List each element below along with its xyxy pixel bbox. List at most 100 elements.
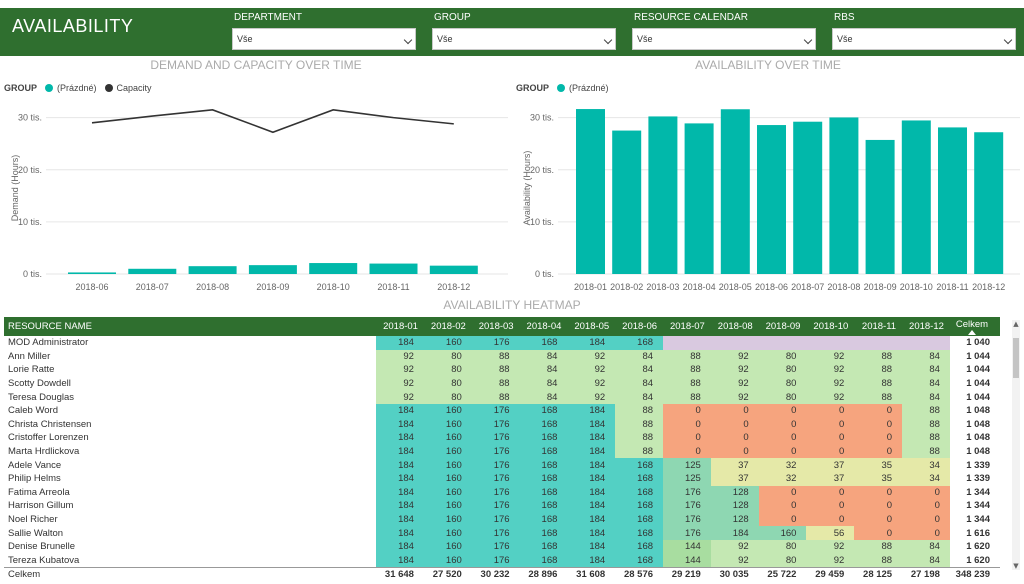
heatmap-cell bbox=[758, 336, 807, 350]
column-header-month[interactable]: 2018-08 bbox=[710, 317, 759, 336]
x-tick-label: 2018-04 bbox=[683, 282, 716, 292]
heatmap-cell: 92 bbox=[376, 376, 424, 391]
column-total-cell: 31 608 bbox=[567, 566, 616, 581]
column-header-month[interactable]: 2018-05 bbox=[567, 317, 616, 336]
heatmap-cell: 168 bbox=[519, 458, 568, 472]
heatmap-cell bbox=[854, 336, 903, 350]
heatmap-cell: 88 bbox=[615, 444, 664, 459]
availability-bar bbox=[612, 130, 642, 274]
table-row[interactable]: Teresa Douglas 92 80 88 84 92 84 88 92 80 92 88 84 1 … bbox=[4, 390, 1000, 404]
column-header-month[interactable]: 2018-02 bbox=[423, 317, 472, 336]
scrollbar-thumb[interactable] bbox=[1013, 338, 1019, 378]
filter-group[interactable]: GROUP Vše bbox=[432, 12, 616, 50]
legend-item[interactable]: (Prázdné) bbox=[569, 83, 609, 93]
filter-rbs[interactable]: RBS Vše bbox=[832, 12, 1016, 50]
table-row[interactable]: Scotty Dowdell 92 80 88 84 92 84 88 92 80 92 88 84 1 … bbox=[4, 376, 1000, 391]
row-total-cell: 1 620 bbox=[949, 539, 1000, 554]
table-row[interactable]: Cristoffer Lorenzen 184 160 176 168 184 88 0 0 0 0… bbox=[4, 431, 1000, 445]
y-tick-label: 30 tis. bbox=[18, 113, 42, 123]
table-row[interactable]: Harrison Gillum 184 160 176 168 184 168 176 128 0… bbox=[4, 499, 1000, 513]
demand-bar bbox=[128, 268, 177, 274]
heatmap-cell: 0 bbox=[758, 403, 807, 418]
heatmap-table: RESOURCE NAME 2018-01 2018-02 2018-03 2018-0… bbox=[4, 317, 1000, 581]
column-header-total[interactable]: Celkem bbox=[949, 317, 1000, 336]
column-header-month[interactable]: 2018-01 bbox=[376, 317, 424, 336]
heatmap-cell: 92 bbox=[806, 363, 855, 377]
heatmap-cell: 84 bbox=[615, 349, 664, 364]
column-header-month[interactable]: 2018-07 bbox=[663, 317, 711, 336]
heatmap-cell: 84 bbox=[519, 363, 568, 377]
column-header-resource-name[interactable]: RESOURCE NAME bbox=[4, 317, 377, 336]
heatmap-cell: 176 bbox=[471, 553, 520, 568]
table-row[interactable]: Tereza Kubatova 184 160 176 168 184 168 144 92 80… bbox=[4, 553, 1000, 568]
row-total-cell: 1 044 bbox=[949, 363, 1000, 377]
filter-department[interactable]: DEPARTMENT Vše bbox=[232, 12, 416, 50]
table-row[interactable]: Lorie Ratte 92 80 88 84 92 84 88 92 80 92 88 84 1 044 bbox=[4, 363, 1000, 377]
chevron-down-icon[interactable] bbox=[603, 35, 613, 45]
heatmap-cell: 32 bbox=[758, 458, 807, 472]
resource-calendar-dropdown[interactable]: Vše bbox=[632, 28, 816, 50]
x-tick-label: 2018-07 bbox=[791, 282, 824, 292]
column-header-month[interactable]: 2018-09 bbox=[758, 317, 807, 336]
chevron-down-icon[interactable] bbox=[803, 35, 813, 45]
heatmap-cell: 176 bbox=[471, 458, 520, 472]
table-row[interactable]: Denise Brunelle 184 160 176 168 184 168 144 92 80… bbox=[4, 539, 1000, 554]
resource-name-cell: Cristoffer Lorenzen bbox=[4, 431, 377, 445]
heatmap-cell: 184 bbox=[567, 403, 616, 418]
scroll-up-icon[interactable]: ▲ bbox=[1013, 320, 1019, 328]
heatmap-cell: 92 bbox=[710, 539, 759, 554]
heatmap-cell: 56 bbox=[806, 526, 855, 540]
legend-item[interactable]: Capacity bbox=[116, 83, 152, 93]
heatmap-cell: 168 bbox=[519, 539, 568, 554]
table-row[interactable]: Noel Richer 184 160 176 168 184 168 176 128 0 0 0 0 1… bbox=[4, 512, 1000, 527]
y-axis-label: Availability (Hours) bbox=[522, 151, 532, 226]
filter-resource-calendar[interactable]: RESOURCE CALENDAR Vše bbox=[632, 12, 816, 50]
table-row[interactable]: Marta Hrdlickova 184 160 176 168 184 88 0 0 0 0 0 88… bbox=[4, 444, 1000, 459]
heatmap-cell: 92 bbox=[376, 363, 424, 377]
department-dropdown[interactable]: Vše bbox=[232, 28, 416, 50]
table-row[interactable]: Caleb Word 184 160 176 168 184 88 0 0 0 0 0 88 1 048 bbox=[4, 403, 1000, 418]
row-total-cell: 1 048 bbox=[949, 431, 1000, 445]
table-row[interactable]: MOD Administrator 184 160 176 168 184 168 1 040 bbox=[4, 336, 1000, 350]
heatmap-cell: 37 bbox=[710, 471, 759, 486]
x-tick-label: 2018-07 bbox=[136, 282, 169, 292]
heatmap-cell: 88 bbox=[854, 363, 903, 377]
scroll-down-icon[interactable]: ▼ bbox=[1013, 562, 1019, 570]
heatmap-cell: 184 bbox=[567, 553, 616, 568]
heatmap-cell: 80 bbox=[758, 349, 807, 364]
table-row[interactable]: Philip Helms 184 160 176 168 184 168 125 37 32 37 3… bbox=[4, 471, 1000, 486]
heatmap-cell: 0 bbox=[902, 485, 950, 500]
resource-name-cell: Tereza Kubatova bbox=[4, 553, 377, 568]
table-row[interactable]: Ann Miller 92 80 88 84 92 84 88 92 80 92 88 84 1 044 bbox=[4, 349, 1000, 364]
rbs-dropdown[interactable]: Vše bbox=[832, 28, 1016, 50]
row-total-cell: 1 339 bbox=[949, 471, 1000, 486]
heatmap-scrollbar[interactable]: ▲ ▼ bbox=[1012, 320, 1020, 570]
heatmap-cell: 88 bbox=[902, 417, 950, 432]
group-dropdown[interactable]: Vše bbox=[432, 28, 616, 50]
row-total-cell: 1 344 bbox=[949, 512, 1000, 527]
column-header-month[interactable]: 2018-06 bbox=[615, 317, 664, 336]
table-row[interactable]: Adele Vance 184 160 176 168 184 168 125 37 32 37 35… bbox=[4, 458, 1000, 472]
table-row[interactable]: Christa Christensen 184 160 176 168 184 88 0 0 0 0… bbox=[4, 417, 1000, 432]
sort-ascending-icon[interactable] bbox=[967, 329, 976, 335]
chevron-down-icon[interactable] bbox=[1003, 35, 1013, 45]
column-header-month[interactable]: 2018-12 bbox=[902, 317, 950, 336]
heatmap-cell: 168 bbox=[519, 526, 568, 540]
table-row[interactable]: Fatima Arreola 184 160 176 168 184 168 176 128 0 0… bbox=[4, 485, 1000, 500]
legend-item[interactable]: (Prázdné) bbox=[57, 83, 97, 93]
row-total-cell: 1 616 bbox=[949, 526, 1000, 540]
heatmap-cell: 84 bbox=[902, 363, 950, 377]
column-header-month[interactable]: 2018-10 bbox=[806, 317, 855, 336]
availability-bar bbox=[793, 121, 823, 274]
column-header-month[interactable]: 2018-11 bbox=[854, 317, 903, 336]
y-tick-label: 0 tis. bbox=[23, 269, 42, 279]
resource-name-cell: Scotty Dowdell bbox=[4, 376, 377, 391]
resource-name-cell: Christa Christensen bbox=[4, 417, 377, 432]
column-header-month[interactable]: 2018-04 bbox=[519, 317, 568, 336]
column-header-month[interactable]: 2018-03 bbox=[471, 317, 520, 336]
heatmap-cell: 168 bbox=[615, 526, 664, 540]
heatmap-cell: 80 bbox=[758, 539, 807, 554]
heatmap-cell: 92 bbox=[710, 553, 759, 568]
chevron-down-icon[interactable] bbox=[403, 35, 413, 45]
table-row[interactable]: Sallie Walton 184 160 176 168 184 168 176 184 160… bbox=[4, 526, 1000, 540]
